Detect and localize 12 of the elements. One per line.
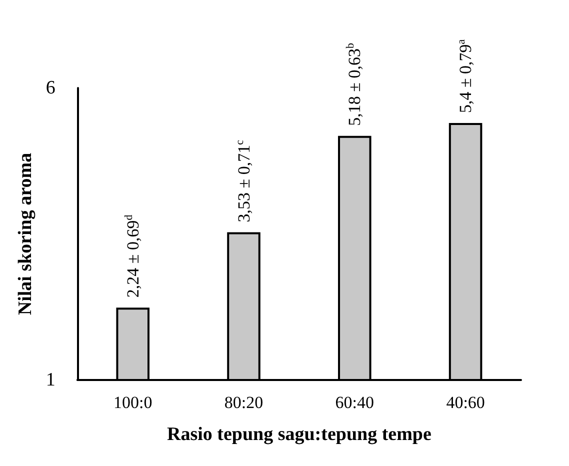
x-tick-label: 40:60	[446, 393, 485, 412]
x-tick-label: 60:40	[335, 393, 374, 412]
data-label: 2,24 ± 0,69d	[122, 214, 142, 298]
y-axis-title: Nilai skoring aroma	[15, 152, 36, 316]
x-tick-label: 100:0	[113, 393, 152, 412]
y-tick-label: 6	[46, 78, 56, 98]
data-label: 5,4 ± 0,79a	[456, 39, 476, 114]
y-tick-label: 1	[46, 370, 56, 390]
data-label: 5,18 ± 0,63b	[344, 42, 364, 126]
x-axis-title: Rasio tepung sagu:tepung tempe	[166, 424, 432, 445]
x-tick-label: 80:20	[224, 393, 264, 412]
data-label: 3,53 ± 0,71c	[234, 140, 254, 222]
